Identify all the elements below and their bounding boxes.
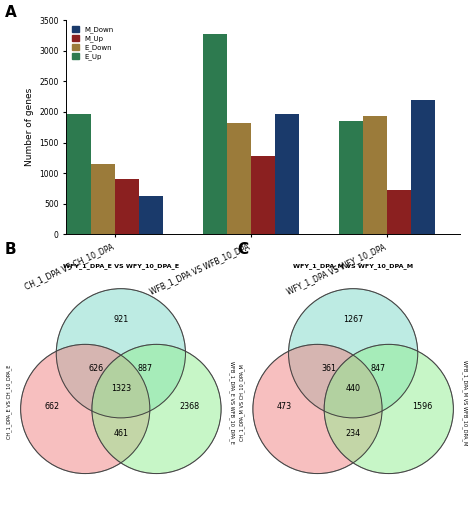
Text: CH_1_DPA_M VS CH_10_DPA_M: CH_1_DPA_M VS CH_10_DPA_M xyxy=(239,364,245,441)
Legend: M_Down, M_Up, E_Down, E_Up: M_Down, M_Up, E_Down, E_Up xyxy=(70,24,116,63)
Text: 662: 662 xyxy=(44,402,59,411)
Text: 440: 440 xyxy=(346,384,361,392)
Circle shape xyxy=(253,345,382,473)
Text: 921: 921 xyxy=(113,316,128,324)
Text: 626: 626 xyxy=(89,364,104,374)
Text: 473: 473 xyxy=(276,402,292,411)
Text: 461: 461 xyxy=(113,429,128,438)
Text: 1596: 1596 xyxy=(412,402,432,411)
Text: 1323: 1323 xyxy=(111,384,131,392)
Text: 361: 361 xyxy=(321,364,336,374)
Text: WFY_1_DPA_M VS WFY_10_DPA_M: WFY_1_DPA_M VS WFY_10_DPA_M xyxy=(293,263,413,269)
Text: WFB_1_DPA_M VS WFB_10_DPA_M: WFB_1_DPA_M VS WFB_10_DPA_M xyxy=(462,359,467,445)
Bar xyxy=(67,115,91,234)
Text: WFY_1_DPA_E VS WFY_10_DPA_E: WFY_1_DPA_E VS WFY_10_DPA_E xyxy=(63,263,179,269)
Text: 887: 887 xyxy=(138,364,153,374)
Circle shape xyxy=(289,289,418,418)
Circle shape xyxy=(56,289,185,418)
Bar xyxy=(411,100,435,234)
Y-axis label: Number of genes: Number of genes xyxy=(25,88,34,166)
Text: C: C xyxy=(237,242,248,257)
Circle shape xyxy=(324,345,453,473)
Circle shape xyxy=(21,345,150,473)
Text: WFB_1_DPA_E VS WFB_10_DPA_E: WFB_1_DPA_E VS WFB_10_DPA_E xyxy=(229,361,235,444)
Text: B: B xyxy=(5,242,17,257)
Text: A: A xyxy=(5,5,17,20)
Bar xyxy=(387,189,411,234)
Bar xyxy=(227,123,251,234)
Text: 1267: 1267 xyxy=(343,316,363,324)
Bar xyxy=(115,179,139,234)
Circle shape xyxy=(92,345,221,473)
Text: 847: 847 xyxy=(370,364,385,374)
Bar xyxy=(203,35,227,234)
Bar xyxy=(339,121,363,234)
Text: CH_1_DPA_E VS CH_10_DPA_E: CH_1_DPA_E VS CH_10_DPA_E xyxy=(7,365,12,439)
Bar xyxy=(363,116,387,234)
Text: 234: 234 xyxy=(346,429,361,438)
Text: 2368: 2368 xyxy=(180,402,200,411)
Bar xyxy=(251,156,275,234)
Bar xyxy=(91,164,115,234)
Bar xyxy=(275,115,299,234)
Bar xyxy=(139,195,163,234)
